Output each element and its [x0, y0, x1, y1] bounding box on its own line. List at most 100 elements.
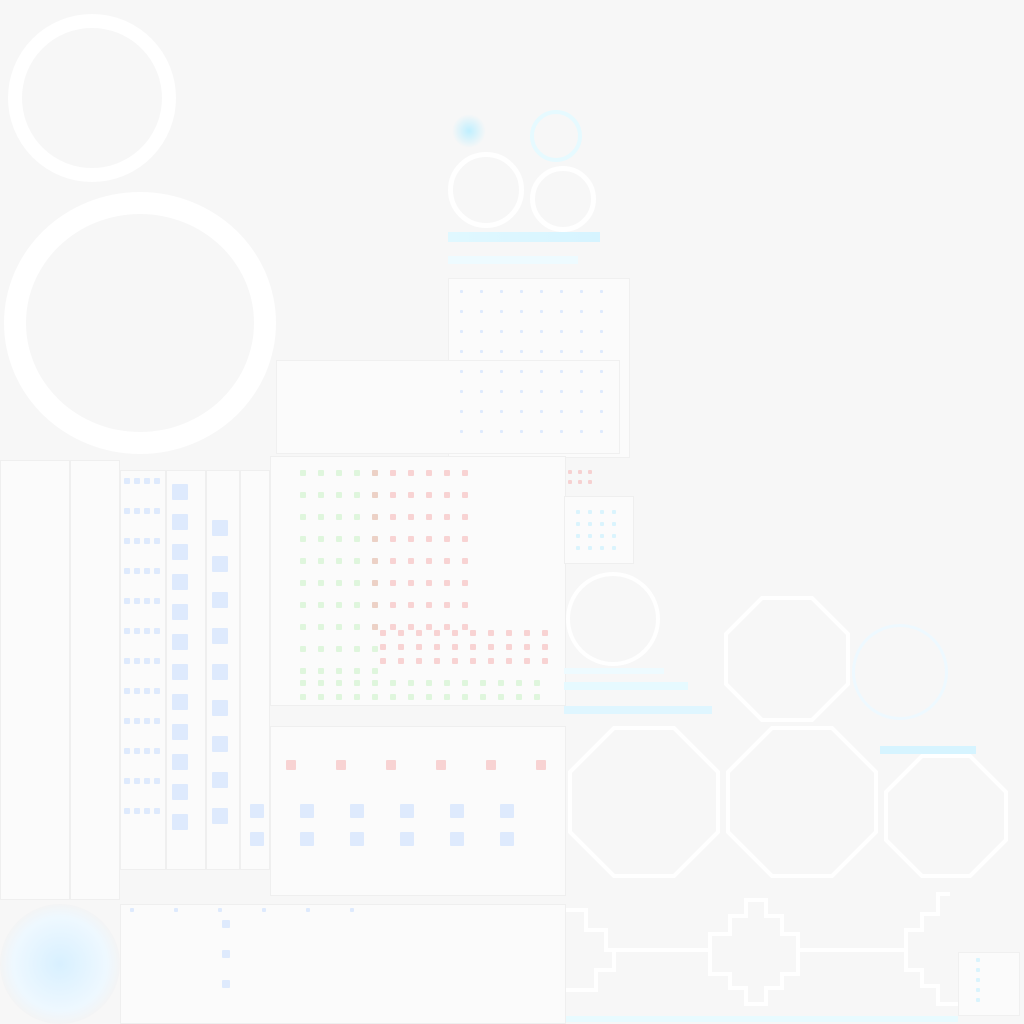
- blue-dot: [500, 390, 503, 393]
- blue-dot: [124, 778, 130, 784]
- blue-dot: [262, 908, 266, 912]
- blue-dot: [520, 350, 523, 353]
- red-dot: [390, 470, 396, 476]
- red-dot: [416, 658, 422, 664]
- blue-dot: [560, 410, 563, 413]
- green-dot: [300, 580, 306, 586]
- red-dot: [486, 760, 496, 770]
- blue-dot: [400, 804, 414, 818]
- blue-dot: [212, 628, 228, 644]
- red-dot: [390, 536, 396, 542]
- green-dot: [300, 558, 306, 564]
- cyan-bar-mid-1: [564, 668, 664, 674]
- red-dot: [488, 658, 494, 664]
- green-dot: [300, 514, 306, 520]
- red-dot: [462, 514, 468, 520]
- blue-dot: [480, 330, 483, 333]
- blue-dot: [154, 778, 160, 784]
- green-dot: [336, 624, 342, 630]
- red-dot: [372, 558, 378, 564]
- red-dot: [568, 480, 572, 484]
- blue-dot: [600, 410, 603, 413]
- red-dot: [444, 492, 450, 498]
- blue-dot: [124, 478, 130, 484]
- red-dot: [488, 644, 494, 650]
- blue-dot: [520, 330, 523, 333]
- red-dot: [524, 644, 530, 650]
- red-dot: [434, 630, 440, 636]
- blue-dot: [154, 478, 160, 484]
- blue-dot: [172, 784, 188, 800]
- blue-dot: [134, 808, 140, 814]
- blue-dot: [560, 430, 563, 433]
- green-dot: [300, 624, 306, 630]
- red-dot: [426, 470, 432, 476]
- blue-dot: [144, 628, 150, 634]
- cyan-dot: [612, 510, 616, 514]
- blue-dot: [212, 664, 228, 680]
- green-dot: [462, 694, 468, 700]
- green-dot: [336, 558, 342, 564]
- blue-dot: [500, 290, 503, 293]
- green-dot: [426, 680, 432, 686]
- blue-dot: [154, 808, 160, 814]
- red-dot: [452, 630, 458, 636]
- blue-dot: [172, 544, 188, 560]
- ring-mid-a: [448, 152, 524, 228]
- red-dot: [506, 630, 512, 636]
- blue-dot: [134, 658, 140, 664]
- blue-dot: [124, 748, 130, 754]
- red-dot: [542, 644, 548, 650]
- red-dot: [426, 514, 432, 520]
- red-dot: [462, 470, 468, 476]
- blue-dot: [154, 508, 160, 514]
- blue-dot: [134, 628, 140, 634]
- blue-dot: [540, 310, 543, 313]
- blue-dot: [580, 410, 583, 413]
- red-dot: [568, 470, 572, 474]
- blue-dot: [154, 568, 160, 574]
- detail-panel-mid: [276, 360, 620, 454]
- blue-dot: [222, 980, 230, 988]
- green-dot: [390, 680, 396, 686]
- blue-glow-bottom-left: [0, 904, 120, 1024]
- red-dot: [506, 658, 512, 664]
- cyan-bar-mid-3: [564, 706, 712, 714]
- red-dot: [380, 644, 386, 650]
- red-dot: [436, 760, 446, 770]
- red-dot: [444, 536, 450, 542]
- blue-dot: [124, 568, 130, 574]
- red-dot: [372, 580, 378, 586]
- blue-dot: [600, 310, 603, 313]
- blue-dot: [124, 538, 130, 544]
- grid-panel-lower: [270, 726, 566, 896]
- blue-dot: [144, 538, 150, 544]
- red-dot: [488, 630, 494, 636]
- red-dot: [336, 760, 346, 770]
- blue-dot: [350, 804, 364, 818]
- red-dot: [462, 624, 468, 630]
- grid-panel-center: [270, 456, 566, 706]
- red-dot: [408, 492, 414, 498]
- blue-dot: [124, 508, 130, 514]
- green-dot: [354, 602, 360, 608]
- green-dot: [534, 694, 540, 700]
- cyan-dot: [600, 522, 604, 526]
- green-dot: [300, 680, 306, 686]
- green-dot: [318, 514, 324, 520]
- blue-dot: [600, 390, 603, 393]
- blue-dot: [222, 920, 230, 928]
- blue-dot: [600, 290, 603, 293]
- green-dot: [318, 536, 324, 542]
- green-dot: [336, 470, 342, 476]
- red-dot: [462, 558, 468, 564]
- blue-dot: [134, 748, 140, 754]
- blue-dot: [124, 658, 130, 664]
- red-dot: [444, 514, 450, 520]
- cyan-dot: [588, 510, 592, 514]
- blue-dot: [540, 350, 543, 353]
- blue-dot: [580, 370, 583, 373]
- red-dot: [462, 580, 468, 586]
- blue-dot: [560, 390, 563, 393]
- green-dot: [300, 646, 306, 652]
